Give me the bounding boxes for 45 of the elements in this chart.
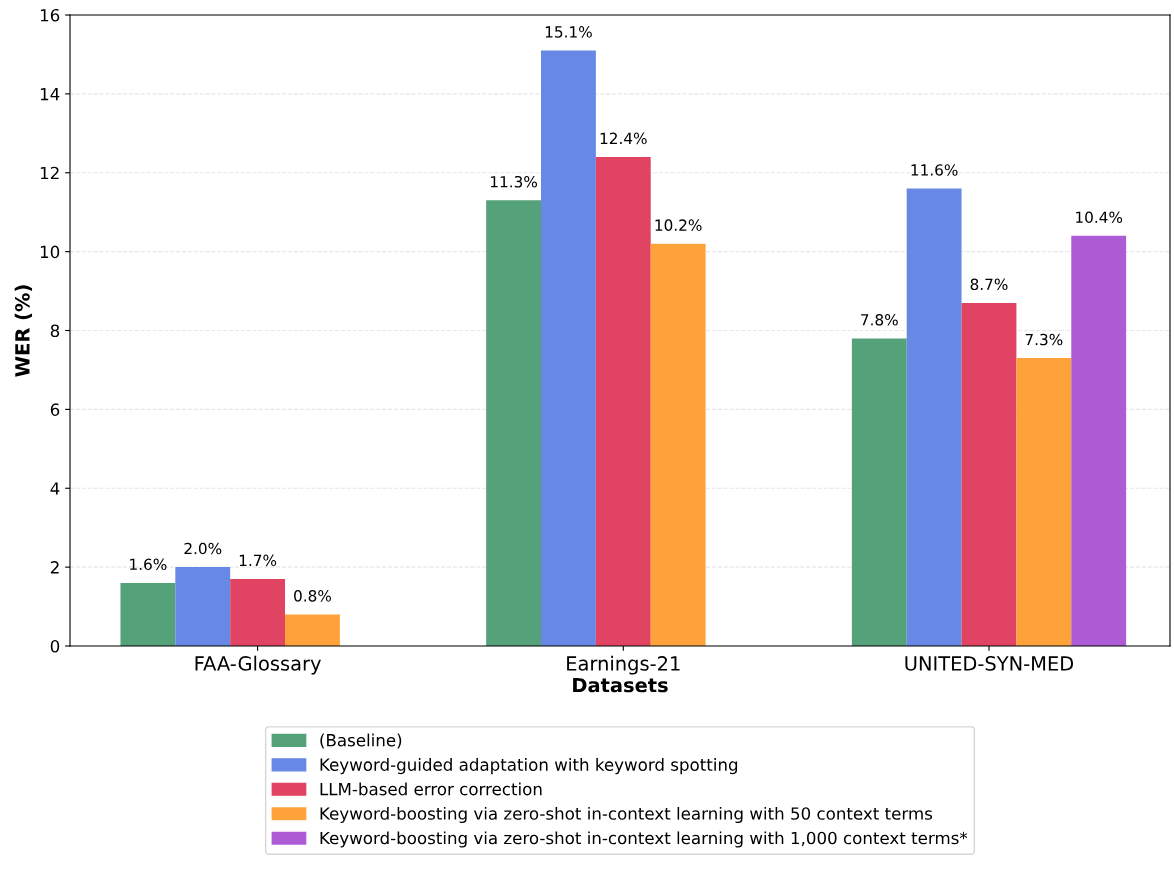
bar xyxy=(541,50,596,646)
y-tick-label: 14 xyxy=(40,88,60,101)
x-tick-label: Earnings-21 xyxy=(567,655,680,675)
data-label: 2.0% xyxy=(184,542,222,555)
y-tick-label: 4 xyxy=(50,482,60,495)
y-tick-label: 8 xyxy=(50,324,60,338)
legend-label: LLM-based error correction xyxy=(320,782,542,796)
bar xyxy=(961,302,1017,646)
data-label: 7.8% xyxy=(861,314,898,326)
data-label: 0.8% xyxy=(294,590,332,602)
bar xyxy=(595,156,651,646)
bar xyxy=(230,578,286,646)
legend-label: (Baseline) xyxy=(320,733,402,749)
bar xyxy=(1016,358,1072,646)
legend-label: Keyword-boosting via zero-shot in-context learning with 50 context terms xyxy=(320,806,933,824)
bar xyxy=(906,188,962,646)
bar xyxy=(120,582,176,646)
data-label: 10.2% xyxy=(655,219,702,231)
y-axis-title: WER (%) xyxy=(14,285,33,377)
legend-label: Keyword-guided adaptation with keyword spotting xyxy=(320,758,738,775)
y-tick-label: 0 xyxy=(50,639,60,653)
legend-label: Keyword-boosting via zero-shot in-context learning with 1,000 context terms* xyxy=(320,831,968,848)
data-label: 11.6% xyxy=(911,164,958,176)
y-tick-label: 12 xyxy=(40,166,59,180)
data-label: 15.1% xyxy=(545,26,592,38)
y-tick-label: 16 xyxy=(40,8,60,22)
bar xyxy=(650,243,706,646)
y-tick-label: 2 xyxy=(50,561,59,574)
data-label: 8.7% xyxy=(970,278,1008,291)
data-label: 12.4% xyxy=(600,132,647,145)
bar xyxy=(285,614,340,646)
bar xyxy=(1071,235,1127,646)
bar xyxy=(486,200,542,646)
data-label: 1.7% xyxy=(239,554,277,567)
data-label: 10.4% xyxy=(1076,211,1123,224)
x-tick-label: UNITED-SYN-MED xyxy=(905,656,1074,671)
y-tick-label: 10 xyxy=(40,245,60,259)
bar xyxy=(175,567,231,646)
x-axis-title: Datasets xyxy=(573,677,668,693)
data-label: 1.6% xyxy=(130,558,167,571)
data-label: 7.3% xyxy=(1025,333,1063,346)
bar xyxy=(851,338,907,646)
data-label: 11.3% xyxy=(491,175,538,188)
x-tick-label: FAA-Glossary xyxy=(195,655,321,675)
y-tick-label: 6 xyxy=(50,403,60,416)
